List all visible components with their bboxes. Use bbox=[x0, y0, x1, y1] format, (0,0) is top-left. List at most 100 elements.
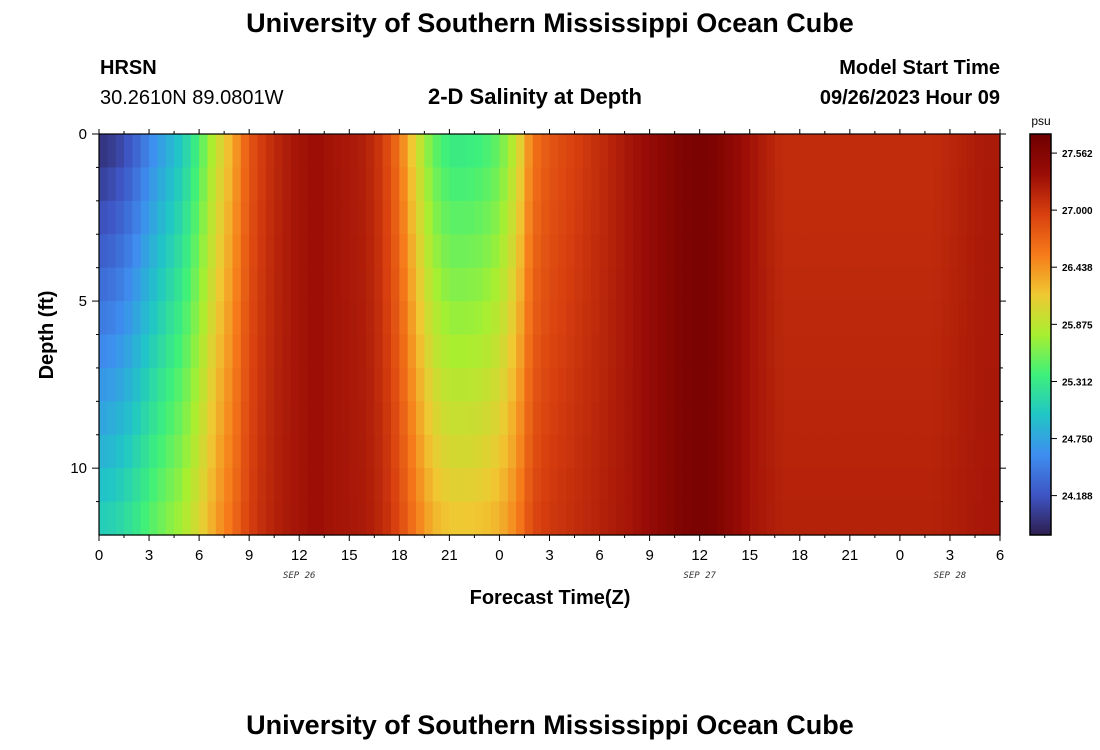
heatmap-cell bbox=[140, 134, 150, 169]
heatmap-cell bbox=[224, 234, 234, 269]
heatmap-cell bbox=[407, 167, 417, 202]
heatmap-cell bbox=[365, 301, 375, 336]
heatmap-cell bbox=[416, 200, 425, 235]
heatmap-cell bbox=[374, 167, 384, 202]
heatmap-cell bbox=[674, 501, 684, 536]
heatmap-cell bbox=[674, 434, 684, 469]
heatmap-cell bbox=[557, 334, 567, 369]
heatmap-cell bbox=[299, 234, 309, 269]
heatmap-cell bbox=[708, 234, 717, 269]
heatmap-cell bbox=[132, 234, 142, 269]
heatmap-cell bbox=[749, 367, 759, 402]
heatmap-cell bbox=[407, 301, 417, 336]
heatmap-cell bbox=[274, 334, 284, 369]
heatmap-cell bbox=[174, 134, 184, 169]
heatmap-cell bbox=[507, 468, 517, 503]
heatmap-cell bbox=[958, 200, 968, 235]
heatmap-cell bbox=[432, 468, 442, 503]
heatmap-cell bbox=[607, 468, 617, 503]
heatmap-cell bbox=[449, 167, 459, 202]
heatmap-cell bbox=[858, 334, 868, 369]
heatmap-cell bbox=[524, 334, 534, 369]
heatmap-cell bbox=[866, 234, 876, 269]
heatmap-cell bbox=[332, 334, 342, 369]
heatmap-cell bbox=[858, 200, 868, 235]
heatmap-cell bbox=[632, 468, 642, 503]
heatmap-cell bbox=[974, 401, 984, 436]
heatmap-cell bbox=[733, 267, 742, 302]
heatmap-cell bbox=[808, 167, 818, 202]
heatmap-cell bbox=[507, 234, 517, 269]
heatmap-cell bbox=[224, 468, 234, 503]
heatmap-cell bbox=[883, 301, 893, 336]
heatmap-cell bbox=[382, 501, 392, 536]
heatmap-cell bbox=[499, 401, 509, 436]
heatmap-cell bbox=[124, 167, 133, 202]
x-date-label: SEP 26 bbox=[283, 571, 316, 581]
heatmap-cell bbox=[708, 200, 717, 235]
heatmap-cell bbox=[365, 234, 375, 269]
heatmap-cell bbox=[307, 468, 317, 503]
heatmap-cell bbox=[282, 234, 292, 269]
heatmap-cell bbox=[991, 334, 1001, 369]
heatmap-cell bbox=[365, 501, 375, 536]
colorbar: psu 27.562 27.000 26.438 25.875 25.312 24.750… bbox=[1029, 114, 1093, 536]
heatmap-cell bbox=[724, 200, 734, 235]
heatmap-cell bbox=[816, 434, 826, 469]
heatmap-cell bbox=[766, 200, 776, 235]
heatmap-cell bbox=[641, 434, 651, 469]
heatmap-cell bbox=[307, 367, 317, 402]
heatmap-cell bbox=[557, 401, 567, 436]
heatmap-cell bbox=[924, 434, 934, 469]
heatmap-cell bbox=[958, 434, 968, 469]
x-tick-label: 3 bbox=[946, 547, 954, 564]
heatmap-cell bbox=[599, 334, 609, 369]
heatmap-cell bbox=[607, 301, 617, 336]
heatmap-cell bbox=[816, 501, 826, 536]
heatmap-cell bbox=[549, 334, 559, 369]
heatmap-cell bbox=[199, 301, 209, 336]
heatmap-cell bbox=[941, 367, 951, 402]
heatmap-cell bbox=[941, 234, 951, 269]
heatmap-cell bbox=[240, 468, 250, 503]
heatmap-cell bbox=[99, 468, 108, 503]
heatmap-cell bbox=[741, 401, 751, 436]
heatmap-cell bbox=[566, 134, 576, 169]
heatmap-cell bbox=[265, 468, 275, 503]
x-tick-label: 18 bbox=[391, 547, 408, 564]
heatmap-cell bbox=[808, 234, 818, 269]
heatmap-cell bbox=[557, 234, 567, 269]
heatmap-cell bbox=[466, 267, 476, 302]
heatmap-cell bbox=[232, 401, 242, 436]
heatmap-cell bbox=[232, 200, 242, 235]
heatmap-cell bbox=[115, 301, 125, 336]
heatmap-cell bbox=[799, 267, 809, 302]
heatmap-cell bbox=[449, 234, 459, 269]
heatmap-cell bbox=[632, 301, 642, 336]
heatmap-cell bbox=[958, 167, 968, 202]
heatmap-cell bbox=[566, 334, 576, 369]
heatmap-cell bbox=[541, 134, 551, 169]
heatmap-cell bbox=[315, 134, 325, 169]
heatmap-cell bbox=[532, 501, 542, 536]
heatmap-cell bbox=[691, 401, 701, 436]
heatmap-cell bbox=[491, 401, 501, 436]
heatmap-cell bbox=[833, 501, 843, 536]
heatmap-cell bbox=[941, 401, 951, 436]
heatmap-cell bbox=[649, 134, 659, 169]
heatmap-cell bbox=[532, 167, 542, 202]
heatmap-cell bbox=[599, 501, 609, 536]
heatmap-cell bbox=[899, 334, 909, 369]
heatmap-cell bbox=[799, 200, 809, 235]
heatmap-cell bbox=[616, 267, 626, 302]
heatmap-cell bbox=[107, 501, 117, 536]
heatmap-cell bbox=[933, 334, 943, 369]
heatmap-cell bbox=[541, 434, 551, 469]
heatmap-cell bbox=[232, 367, 242, 402]
heatmap-cell bbox=[983, 301, 993, 336]
heatmap-cell bbox=[833, 234, 843, 269]
heatmap-cell bbox=[265, 267, 275, 302]
heatmap-cell bbox=[424, 134, 434, 169]
heatmap-cell bbox=[491, 200, 501, 235]
colorbar-label: 27.562 bbox=[1062, 149, 1093, 160]
